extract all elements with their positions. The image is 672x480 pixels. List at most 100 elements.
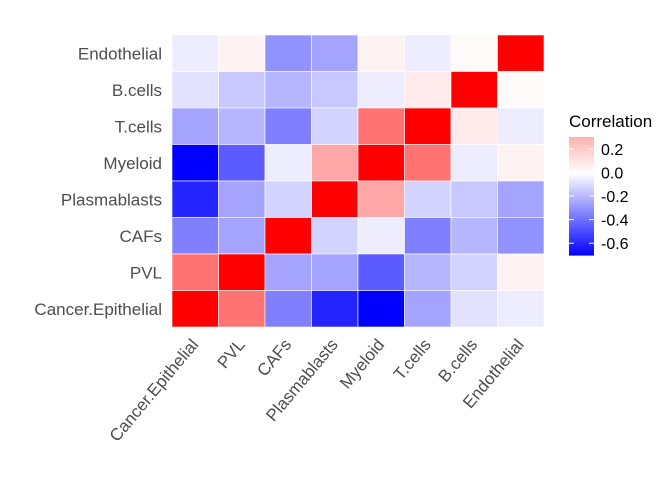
colorbar-segment	[569, 207, 594, 211]
y-tick-label: T.cells	[115, 117, 162, 136]
y-axis-tick-labels: Endothelial B.cells T.cells Myeloid Plasmabl…	[34, 44, 162, 319]
colorbar-segment	[569, 201, 594, 205]
legend-tick-label: -0.2	[601, 189, 629, 206]
legend-tick-label: -0.4	[601, 213, 629, 230]
heatmap-cell	[311, 107, 359, 145]
heatmap-cell	[311, 144, 359, 182]
colorbar-segment	[569, 192, 594, 195]
y-tick-label: Endothelial	[78, 44, 162, 63]
colorbar-segment	[569, 152, 594, 156]
colorbar-segment	[569, 162, 594, 166]
heatmap-cell	[357, 290, 405, 328]
colorbar-segment	[569, 237, 594, 240]
heatmap-cell	[311, 71, 359, 109]
heatmap-cell	[357, 180, 405, 218]
heatmap-cell	[264, 71, 312, 109]
heatmap-cell	[311, 180, 359, 218]
heatmap-cell	[497, 217, 545, 255]
heatmap-cell	[450, 253, 498, 291]
heatmap-cell	[450, 290, 498, 328]
heatmap-cell	[404, 71, 452, 109]
heatmap-cell	[264, 290, 312, 328]
heatmap-cell	[497, 144, 545, 182]
colorbar-segment	[569, 168, 594, 172]
heatmap-cell	[171, 290, 219, 328]
colorbar-segment	[569, 203, 594, 207]
heatmap-cell	[450, 107, 498, 145]
heatmap-cell	[218, 180, 266, 218]
colorbar-segment	[569, 174, 594, 177]
heatmap-cell	[171, 217, 219, 255]
heatmap-cell	[404, 180, 452, 218]
heatmap-cell	[171, 107, 219, 145]
colorbar-segment	[569, 137, 594, 140]
colorbar-segment	[569, 253, 594, 256]
heatmap-cell	[264, 217, 312, 255]
heatmap-cell	[404, 253, 452, 291]
x-tick-label: PVL	[214, 335, 249, 372]
colorbar-segment	[569, 247, 594, 250]
x-tick-label: Myeloid	[336, 335, 388, 392]
legend-tick-label: 0.2	[601, 142, 623, 159]
y-tick-label: Plasmablasts	[61, 190, 162, 209]
legend: Correlation 0.2 0.0 -0.2 -0.4 -0.6	[569, 112, 652, 256]
heatmap-cell	[450, 180, 498, 218]
colorbar-segment	[569, 144, 594, 148]
colorbar-segment	[569, 196, 594, 199]
heatmap-cell	[450, 71, 498, 109]
colorbar-segment	[569, 166, 594, 170]
heatmap-cell	[218, 217, 266, 255]
heatmap-cell	[171, 253, 219, 291]
heatmap-cell	[171, 180, 219, 218]
colorbar-segment	[569, 164, 594, 168]
colorbar-segment	[569, 140, 594, 144]
colorbar-segment	[569, 217, 594, 221]
heatmap-cell	[497, 180, 545, 218]
heatmap-cell	[171, 144, 219, 182]
legend-tick-label: -0.6	[601, 236, 629, 253]
colorbar-segment	[569, 243, 594, 246]
heatmap-cell	[311, 34, 359, 72]
colorbar-segment	[569, 233, 594, 236]
heatmap-cell	[357, 34, 405, 72]
heatmap-cell	[311, 253, 359, 291]
x-tick-label: T.cells	[390, 335, 435, 383]
colorbar-segment	[569, 138, 594, 142]
heatmap-cell	[497, 253, 545, 291]
heatmap-cell	[264, 253, 312, 291]
colorbar-segment	[569, 194, 594, 197]
colorbar-segment	[569, 213, 594, 217]
colorbar-segment	[569, 225, 594, 229]
legend-tick-label: 0.0	[601, 165, 623, 182]
y-tick-label: B.cells	[112, 81, 162, 100]
heatmap-cell	[264, 180, 312, 218]
colorbar-segment	[569, 229, 594, 232]
colorbar-segment	[569, 235, 594, 238]
colorbar-segment	[569, 146, 594, 150]
colorbar-segment	[569, 221, 594, 225]
heatmap-cell	[311, 217, 359, 255]
colorbar-segment	[569, 197, 594, 201]
x-tick-label: B.cells	[435, 335, 482, 386]
heatmap-cell	[450, 34, 498, 72]
heatmap-cell	[497, 34, 545, 72]
colorbar-segment	[569, 176, 594, 179]
legend-ticks: 0.2 0.0 -0.2 -0.4 -0.6	[569, 142, 629, 253]
heatmap-cell	[171, 34, 219, 72]
colorbar-segment	[569, 150, 594, 154]
colorbar-segment	[569, 249, 594, 252]
colorbar-segment	[569, 170, 594, 173]
legend-colorbar	[569, 137, 594, 256]
colorbar-segment	[569, 211, 594, 215]
colorbar-segment	[569, 160, 594, 164]
colorbar-segment	[569, 215, 594, 219]
colorbar-segment	[569, 180, 594, 183]
x-tick-label: CAFs	[253, 335, 295, 380]
heatmap-cell	[311, 290, 359, 328]
colorbar-segment	[569, 231, 594, 234]
heatmap-cell	[450, 217, 498, 255]
heatmap-cell	[497, 71, 545, 109]
colorbar-segment	[569, 251, 594, 254]
colorbar-segment	[569, 154, 594, 158]
